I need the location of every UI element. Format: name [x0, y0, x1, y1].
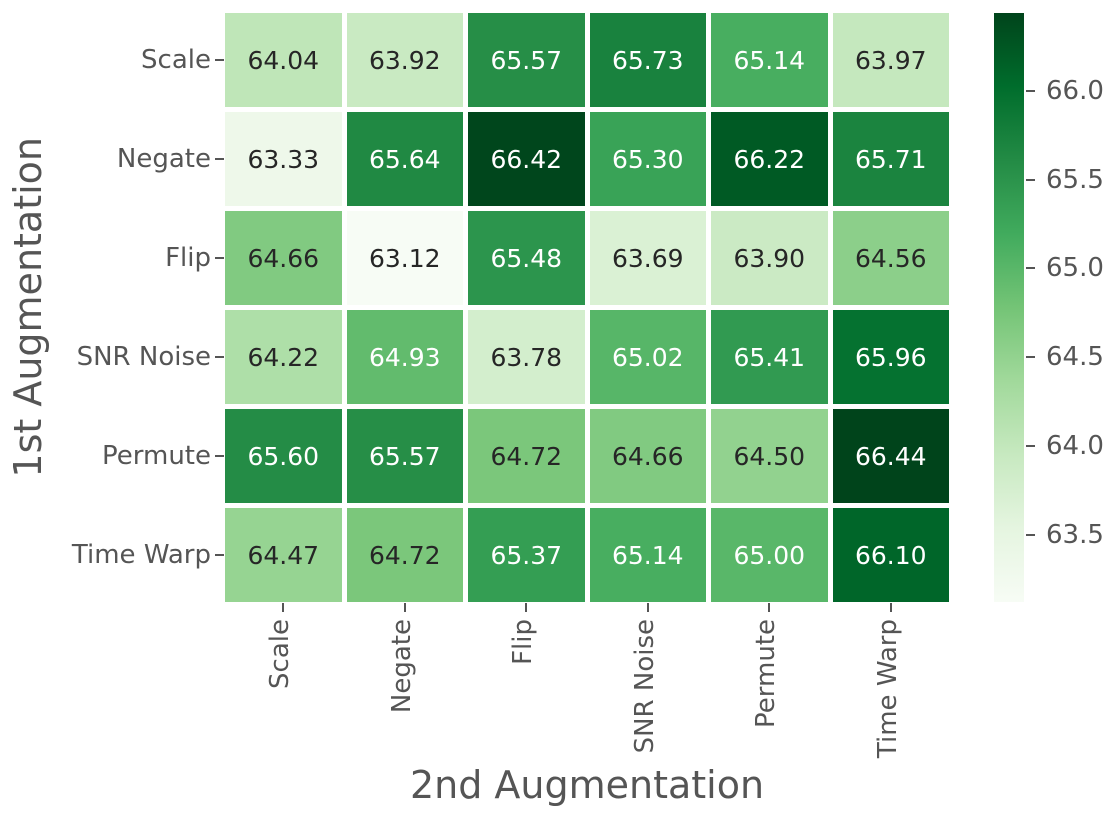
heatmap-cell: 66.42 — [468, 112, 585, 206]
heatmap-cell: 66.10 — [832, 508, 949, 602]
heatmap-cell: 65.57 — [346, 409, 463, 503]
x-tick-label: Time Warp — [872, 619, 903, 759]
heatmap-cell: 63.92 — [346, 13, 463, 107]
x-tick-mark — [646, 603, 649, 612]
heatmap-cell: 64.22 — [225, 310, 342, 404]
x-tick-mark — [403, 603, 406, 612]
y-tick-label: Flip — [165, 243, 211, 273]
heatmap-cell: 63.33 — [225, 112, 342, 206]
heatmap-cell: 65.30 — [589, 112, 706, 206]
y-tick-label: Time Warp — [71, 540, 211, 570]
y-tick-label: SNR Noise — [76, 342, 211, 372]
heatmap-cell: 64.56 — [832, 211, 949, 305]
heatmap-cell: 66.22 — [711, 112, 828, 206]
heatmap-cell: 63.12 — [346, 211, 463, 305]
colorbar-tick-label: 64.5 — [1046, 342, 1104, 373]
heatmap-cell: 63.78 — [468, 310, 585, 404]
heatmap-cell: 63.69 — [589, 211, 706, 305]
heatmap-cell: 65.02 — [589, 310, 706, 404]
x-tick-mark — [282, 603, 285, 612]
heatmap-cell: 65.00 — [711, 508, 828, 602]
x-tick-mark — [889, 603, 892, 612]
colorbar-tick-mark — [1026, 444, 1035, 447]
heatmap-cell: 64.72 — [346, 508, 463, 602]
heatmap-cell: 64.47 — [225, 508, 342, 602]
heatmap-cell: 63.97 — [832, 13, 949, 107]
y-axis-label: 1st Augmentation — [6, 137, 50, 478]
y-tick-mark — [215, 158, 224, 160]
heatmap-cell: 63.90 — [711, 211, 828, 305]
colorbar-tick-label: 66.0 — [1046, 76, 1104, 107]
colorbar-tick-label: 65.0 — [1046, 253, 1104, 284]
y-tick-mark — [215, 356, 224, 358]
heatmap-cell: 65.14 — [711, 13, 828, 107]
heatmap-cell: 65.96 — [832, 310, 949, 404]
heatmap-grid: 64.04 63.92 65.57 65.73 65.14 63.97 63.33 65.64… — [225, 13, 949, 602]
heatmap-cell: 65.48 — [468, 211, 585, 305]
colorbar-tick-label: 64.0 — [1046, 430, 1104, 461]
y-tick-mark — [215, 59, 224, 61]
heatmap-cell: 64.50 — [711, 409, 828, 503]
heatmap-cell: 64.93 — [346, 310, 463, 404]
colorbar-tick-mark — [1026, 267, 1035, 270]
colorbar-tick-mark — [1026, 356, 1035, 359]
colorbar-tick-label: 63.5 — [1046, 519, 1104, 550]
heatmap-cell: 65.37 — [468, 508, 585, 602]
y-axis-label-wrap: 1st Augmentation — [2, 13, 54, 602]
heatmap-cell: 65.60 — [225, 409, 342, 503]
colorbar-tick-label: 65.5 — [1046, 164, 1104, 195]
x-tick-label: Flip — [508, 619, 539, 665]
y-tick-mark — [215, 257, 224, 259]
heatmap-cell: 66.44 — [832, 409, 949, 503]
y-tick-label: Permute — [102, 441, 211, 471]
heatmap-cell: 65.57 — [468, 13, 585, 107]
y-tick-mark — [215, 554, 224, 556]
y-tick-label: Negate — [116, 144, 211, 174]
heatmap-cell: 64.04 — [225, 13, 342, 107]
colorbar-tick-mark — [1026, 90, 1035, 93]
heatmap-cell: 65.73 — [589, 13, 706, 107]
heatmap-cell: 65.41 — [711, 310, 828, 404]
heatmap-cell: 65.64 — [346, 112, 463, 206]
y-tick-mark — [215, 455, 224, 457]
heatmap-cell: 65.71 — [832, 112, 949, 206]
x-tick-label: Negate — [386, 619, 417, 714]
x-tick-mark — [525, 603, 528, 612]
colorbar-tick-mark — [1026, 178, 1035, 181]
x-axis-label: 2nd Augmentation — [409, 763, 765, 807]
heatmap-cell: 64.72 — [468, 409, 585, 503]
heatmap-cell: 65.14 — [589, 508, 706, 602]
x-tick-label: Scale — [265, 619, 296, 689]
heatmap-cell: 64.66 — [589, 409, 706, 503]
colorbar — [994, 13, 1024, 602]
x-tick-label: SNR Noise — [629, 619, 660, 754]
heatmap-cell: 64.66 — [225, 211, 342, 305]
x-tick-mark — [768, 603, 771, 612]
y-tick-label: Scale — [141, 45, 211, 75]
colorbar-tick-mark — [1026, 533, 1035, 536]
x-tick-label: Permute — [751, 619, 782, 728]
